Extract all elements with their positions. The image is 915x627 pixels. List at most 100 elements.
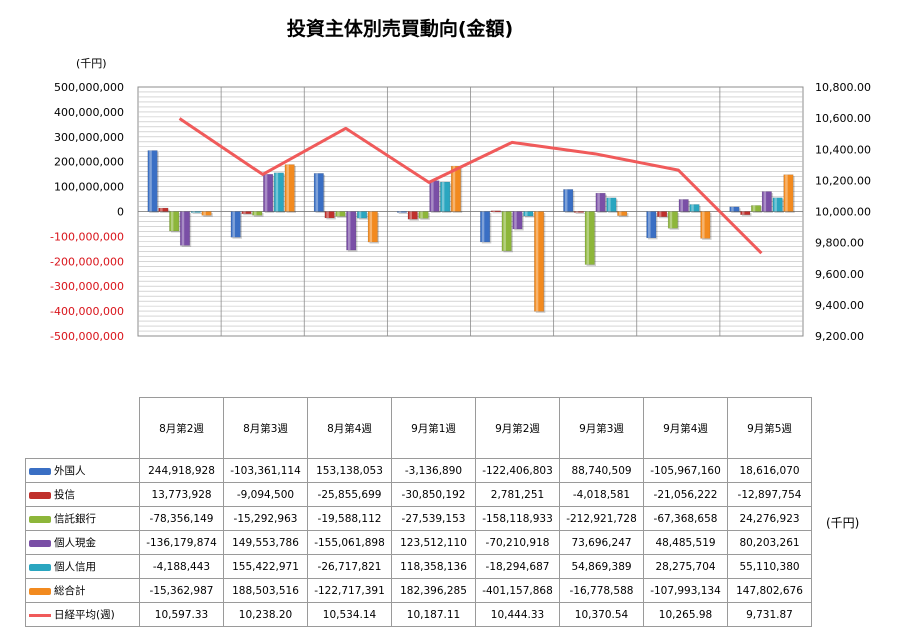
bar-highlight bbox=[431, 180, 434, 212]
bar-highlight bbox=[409, 211, 412, 220]
bar-highlight bbox=[658, 211, 662, 217]
table-cell: 155,422,971 bbox=[223, 554, 308, 579]
bar-highlight bbox=[452, 166, 456, 212]
table-cell: -70,210,918 bbox=[475, 530, 560, 555]
bar bbox=[418, 211, 429, 219]
legend-swatch bbox=[29, 467, 51, 475]
legend-label: 総合計 bbox=[54, 585, 86, 597]
nikkei-line-path bbox=[178, 117, 763, 255]
right-axis: 10,800.00 10,600.00 10,400.00 10,200.00 10,0… bbox=[815, 81, 871, 343]
table-cell: -155,061,898 bbox=[307, 530, 392, 555]
bar bbox=[158, 207, 169, 212]
bar bbox=[563, 189, 574, 212]
table-cell: -136,179,874 bbox=[139, 530, 224, 555]
chart-plot: 500,000,000 400,000,000 300,000,000 200,000… bbox=[50, 81, 871, 343]
bar-highlight bbox=[398, 211, 402, 213]
bar-highlight bbox=[243, 211, 246, 214]
table-cell: -15,292,963 bbox=[223, 506, 308, 531]
category-label: 9月第2週 bbox=[475, 397, 560, 459]
table-header-row: 8月第2週 8月第3週 8月第4週 9月第1週 9月第2週 9月第3週 9月第4週 9月第5週 bbox=[25, 397, 812, 459]
right-tick-label: 9,200.00 bbox=[815, 330, 864, 343]
right-tick-label: 10,000.00 bbox=[815, 206, 871, 219]
bar-highlight bbox=[702, 211, 705, 239]
table-cell: 73,696,247 bbox=[559, 530, 644, 555]
bar-highlight bbox=[160, 208, 163, 212]
bar-highlight bbox=[763, 191, 767, 212]
bar bbox=[273, 172, 284, 212]
table-cell: -30,850,192 bbox=[391, 482, 476, 507]
bar bbox=[367, 211, 378, 243]
table-cell: -27,539,153 bbox=[391, 506, 476, 531]
legend-swatch bbox=[29, 587, 51, 595]
bar-shadow bbox=[492, 212, 503, 214]
table-cell: 123,512,110 bbox=[391, 530, 476, 555]
bar bbox=[147, 150, 158, 212]
bar bbox=[179, 211, 190, 246]
legend-swatch bbox=[29, 539, 51, 547]
table-cell: 55,110,380 bbox=[727, 554, 812, 579]
right-tick-label: 9,600.00 bbox=[815, 268, 864, 281]
table-cell: 10,265.98 bbox=[643, 602, 728, 627]
legend-key: 投信 bbox=[25, 482, 140, 507]
bars bbox=[147, 150, 795, 313]
table-cell: -4,018,581 bbox=[559, 482, 644, 507]
bar-highlight bbox=[597, 193, 600, 212]
table-cell: -105,967,160 bbox=[643, 458, 728, 483]
table-cell: -78,356,149 bbox=[139, 506, 224, 531]
bar bbox=[573, 211, 584, 213]
bar-highlight bbox=[275, 172, 279, 212]
bar-highlight bbox=[337, 211, 340, 217]
bar-highlight bbox=[203, 211, 206, 216]
table-cell: 153,138,053 bbox=[307, 458, 392, 483]
category-label: 8月第4週 bbox=[307, 397, 392, 459]
right-tick-label: 10,400.00 bbox=[815, 143, 871, 156]
table-cell: -158,118,933 bbox=[475, 506, 560, 531]
nikkei-line bbox=[178, 117, 763, 255]
table-cell: 54,869,389 bbox=[559, 554, 644, 579]
legend-label: 個人信用 bbox=[54, 561, 96, 573]
chart-title: 投資主体別売買動向(金額) bbox=[286, 18, 514, 40]
left-tick-label: -100,000,000 bbox=[50, 230, 124, 243]
bar bbox=[324, 211, 335, 219]
table-cell: -103,361,114 bbox=[223, 458, 308, 483]
table-cell: -18,294,687 bbox=[475, 554, 560, 579]
bar bbox=[783, 174, 794, 212]
bar-highlight bbox=[741, 211, 745, 215]
bar-highlight bbox=[315, 173, 319, 212]
table-row: 個人信用 -4,188,443 155,422,971 -26,717,821 118,… bbox=[25, 554, 812, 579]
bar bbox=[440, 181, 451, 212]
bar-highlight bbox=[358, 211, 362, 219]
table-cell: 10,370.54 bbox=[559, 602, 644, 627]
table-row: 日経平均(週) 10,597.33 10,238.20 10,534.14 10,187… bbox=[25, 602, 812, 627]
left-axis-unit: (千円) bbox=[76, 57, 107, 70]
bar-highlight bbox=[648, 211, 651, 238]
bar bbox=[490, 210, 501, 213]
bar bbox=[313, 173, 324, 212]
category-label: 9月第3週 bbox=[559, 397, 644, 459]
legend-swatch bbox=[29, 515, 51, 523]
table-cell: 10,534.14 bbox=[307, 602, 392, 627]
bar bbox=[729, 206, 740, 212]
left-axis: 500,000,000 400,000,000 300,000,000 200,000… bbox=[50, 81, 124, 343]
bar-highlight bbox=[752, 205, 756, 212]
bar-highlight bbox=[441, 182, 445, 212]
legend-swatch bbox=[29, 613, 51, 617]
bar bbox=[252, 211, 263, 216]
legend-key: 信託銀行 bbox=[25, 506, 140, 531]
table-cell: 244,918,928 bbox=[139, 458, 224, 483]
right-tick-label: 10,200.00 bbox=[815, 174, 871, 187]
table-cell: 48,485,519 bbox=[643, 530, 728, 555]
bar bbox=[678, 199, 689, 212]
bar bbox=[230, 211, 241, 238]
category-label: 9月第1週 bbox=[391, 397, 476, 459]
bar-highlight bbox=[232, 211, 235, 238]
bar-highlight bbox=[575, 211, 579, 213]
bar-highlight bbox=[481, 211, 485, 242]
bar-highlight bbox=[535, 211, 539, 312]
bar-shadow bbox=[243, 213, 253, 216]
bar bbox=[646, 211, 657, 239]
bar bbox=[667, 211, 678, 229]
bar bbox=[241, 211, 252, 215]
left-tick-label: 0 bbox=[117, 206, 124, 219]
right-axis-unit: (千円) bbox=[826, 516, 860, 530]
